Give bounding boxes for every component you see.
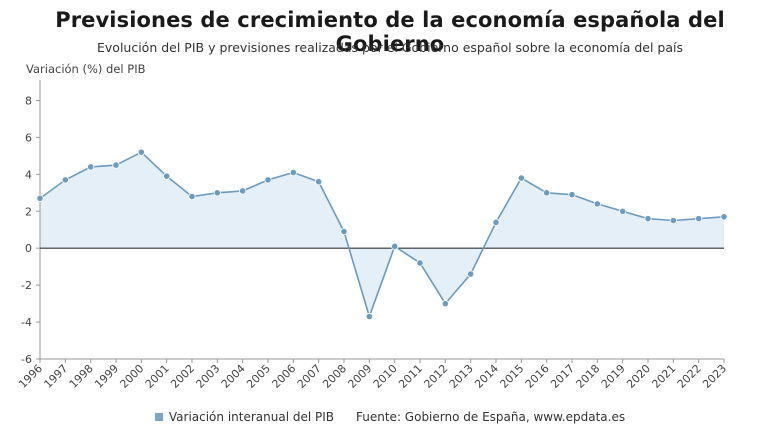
x-tick-label: 2004 <box>219 362 248 391</box>
x-tick-label: 1996 <box>16 362 45 391</box>
data-point <box>467 270 475 278</box>
series-line <box>39 151 725 320</box>
y-tick-label: 0 <box>25 242 32 255</box>
data-point <box>669 216 677 225</box>
data-point <box>264 176 272 184</box>
x-tick-label: 2002 <box>168 362 197 391</box>
x-tick-label: 2012 <box>421 362 450 391</box>
y-tick-label: -2 <box>21 279 32 292</box>
x-tick-label: 2021 <box>649 362 678 391</box>
legend-swatch <box>154 413 163 421</box>
y-tick-label: -6 <box>21 353 32 366</box>
x-tick-label: 2006 <box>269 362 298 391</box>
data-point <box>365 312 373 321</box>
x-tick-label: 2007 <box>295 362 324 391</box>
data-point <box>239 187 247 195</box>
data-point <box>441 299 449 308</box>
legend-series-label: Variación interanual del PIB <box>168 410 335 424</box>
data-point <box>416 259 424 267</box>
data-point <box>188 192 196 201</box>
x-tick-label: 2009 <box>345 362 374 391</box>
data-point <box>695 215 703 223</box>
y-tick-label: 4 <box>25 168 32 181</box>
y-axis-label: Variación (%) del PIB <box>26 62 146 76</box>
x-tick-label: 1999 <box>92 362 121 391</box>
data-point <box>61 176 69 184</box>
data-point <box>87 163 95 171</box>
data-point <box>492 218 500 226</box>
x-tick-label: 2015 <box>497 362 526 391</box>
data-point <box>517 174 525 182</box>
x-tick-label: 2022 <box>675 362 704 391</box>
x-tick-label: 2011 <box>396 362 425 391</box>
data-point <box>137 148 145 156</box>
source-note: Fuente: Gobierno de España, www.epdata.e… <box>356 410 626 424</box>
data-point <box>36 194 44 202</box>
chart-title: Previsiones de crecimiento de la economí… <box>55 8 725 56</box>
data-point <box>720 213 728 221</box>
chart-subtitle: Evolución del PIB y previsiones realizad… <box>97 40 683 55</box>
x-tick-label: 2017 <box>548 362 577 391</box>
x-tick-label: 2020 <box>624 362 653 391</box>
x-tick-label: 1998 <box>67 362 96 391</box>
data-point <box>340 227 348 236</box>
x-tick-label: 2005 <box>244 362 273 391</box>
x-tick-label: 2014 <box>472 362 501 391</box>
x-tick-label: 2013 <box>447 362 476 391</box>
data-point <box>593 200 601 208</box>
data-point <box>315 178 323 186</box>
data-point <box>391 242 399 250</box>
data-point <box>213 189 221 197</box>
legend: Variación interanual del PIB Fuente: Gobi… <box>0 410 780 424</box>
data-point <box>289 168 297 177</box>
y-tick-label: 8 <box>25 94 32 107</box>
area-fill <box>40 152 724 317</box>
data-point <box>619 207 627 215</box>
x-tick-label: 2018 <box>573 362 602 391</box>
x-tick-label: 2016 <box>523 362 552 391</box>
y-tick-label: 6 <box>25 131 32 144</box>
x-tick-label: 2019 <box>599 362 628 391</box>
x-tick-label: 2010 <box>371 362 400 391</box>
data-point <box>543 189 551 197</box>
x-tick-label: 2023 <box>700 362 729 391</box>
y-tick-label: 2 <box>25 205 32 218</box>
data-point <box>644 215 652 223</box>
data-point <box>568 191 576 199</box>
x-tick-label: 2000 <box>117 362 146 391</box>
data-point <box>112 161 120 169</box>
x-tick-label: 1997 <box>41 362 70 391</box>
y-tick-label: -4 <box>21 316 32 329</box>
x-tick-label: 2008 <box>320 362 349 391</box>
x-tick-label: 2003 <box>193 362 222 391</box>
x-tick-label: 2001 <box>143 362 172 391</box>
data-point <box>163 172 171 180</box>
